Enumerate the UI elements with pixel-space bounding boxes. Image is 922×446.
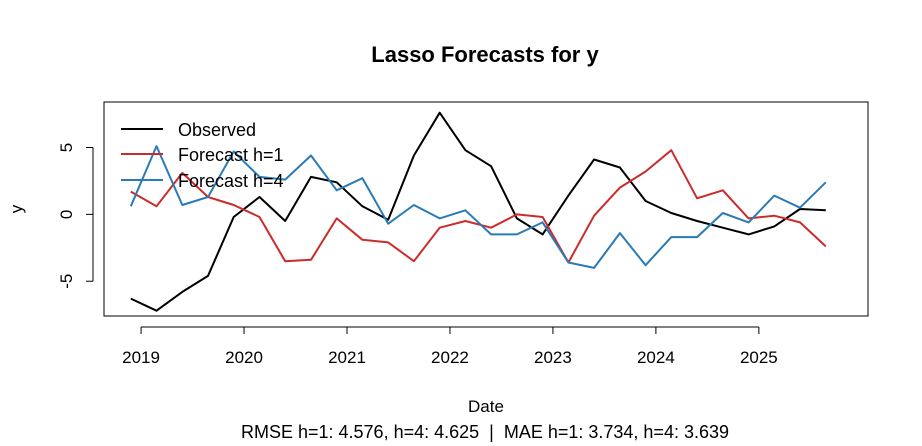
chart-title: Lasso Forecasts for y [371,42,599,67]
y-tick-label: 5 [57,143,76,152]
x-tick-label: 2024 [637,348,675,367]
y-tick-label: -5 [57,274,76,289]
x-tick-label: 2020 [225,348,263,367]
y-axis: -5 0 5 [57,143,94,289]
y-tick-label: 0 [57,210,76,219]
series-line-forecast-h-1 [130,149,827,264]
y-axis-label: y [7,204,26,213]
legend-label-observed: Observed [178,120,256,140]
legend-label-forecast-h1: Forecast h=1 [178,145,284,165]
metrics-footer: RMSE h=1: 4.576, h=4: 4.625 | MAE h=1: 3… [241,422,729,442]
x-tick-label: 2022 [431,348,469,367]
series-line-forecast-h-4 [129,145,827,269]
series-line-observed [130,111,826,312]
x-tick-label: 2021 [328,348,366,367]
x-tick-label: 2019 [122,348,160,367]
x-axis: 2019 2020 2021 2022 2023 2024 2025 [122,326,778,367]
legend-label-forecast-h4: Forecast h=4 [178,171,284,191]
x-tick-label: 2025 [740,348,778,367]
x-tick-label: 2023 [534,348,572,367]
legend: Observed Forecast h=1 Forecast h=4 [121,120,284,191]
x-axis-label: Date [468,397,504,416]
series-layer [129,111,827,312]
plot-frame [103,101,869,317]
